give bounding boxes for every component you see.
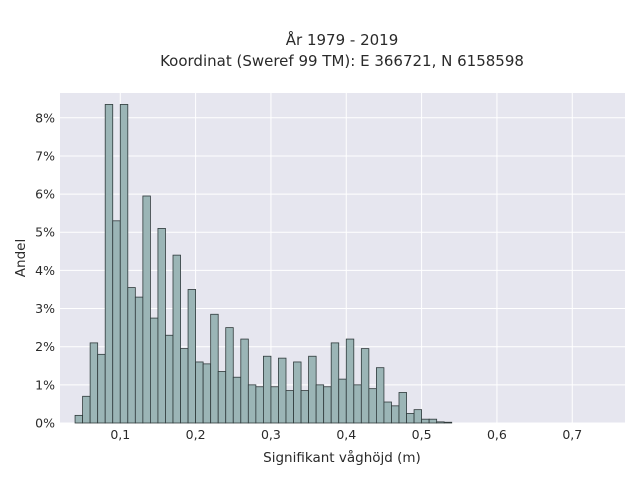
y-tick-label: 3% [35, 301, 55, 316]
y-tick-label: 2% [35, 339, 55, 354]
histogram-bar [134, 296, 144, 424]
histogram-bar [240, 338, 249, 424]
histogram-bar [255, 386, 264, 424]
histogram-bar [270, 386, 279, 424]
y-tick-label: 5% [35, 225, 55, 240]
histogram-bar [74, 414, 83, 424]
histogram-bar [157, 228, 166, 424]
histogram-bar [225, 327, 234, 424]
x-axis-ticks: 0,1 0,2 0,3 0,4 0,5 0,6 0,7 [110, 427, 582, 442]
histogram-bar [232, 376, 242, 424]
histogram-bar [293, 361, 302, 424]
y-tick-label: 4% [35, 263, 55, 278]
y-tick-label: 8% [35, 110, 55, 125]
histogram-bar [285, 390, 294, 424]
x-tick-label: 0,1 [110, 427, 130, 442]
x-tick-label: 0,3 [261, 427, 281, 442]
histogram-bars [74, 104, 453, 424]
histogram-bar [172, 254, 181, 424]
histogram-bar [383, 401, 392, 424]
y-tick-label: 1% [35, 377, 55, 392]
x-tick-label: 0,7 [562, 427, 582, 442]
histogram-bar [187, 289, 196, 424]
histogram-bar [308, 355, 317, 424]
histogram-bar [82, 395, 91, 424]
histogram-bar [262, 355, 272, 424]
histogram-bar [127, 287, 136, 424]
histogram-bar [413, 409, 423, 424]
histogram-bar [398, 392, 407, 424]
histogram-bar [391, 405, 400, 424]
histogram-bar [278, 357, 287, 424]
histogram-bar [195, 361, 204, 424]
histogram-bar [443, 421, 453, 424]
histogram-bar [149, 317, 159, 424]
histogram-bar [300, 390, 310, 424]
histogram-bar [142, 195, 151, 424]
histogram-bar [436, 421, 445, 424]
y-tick-label: 0% [35, 416, 55, 431]
y-axis-ticks: 0% 1% 2% 3% 4% 5% 6% 7% 8% [35, 110, 55, 430]
histogram-bar [353, 384, 362, 424]
histogram-bar [368, 388, 377, 424]
y-tick-label: 6% [35, 187, 55, 202]
histogram-bar [345, 338, 355, 424]
histogram-bar [428, 418, 438, 424]
histogram-bar [330, 342, 340, 424]
histogram-bar [89, 342, 99, 424]
histogram-bar [217, 371, 227, 424]
histogram-bar [119, 104, 129, 424]
y-tick-label: 7% [35, 148, 55, 163]
histogram-bar [360, 348, 370, 424]
histogram-bar [338, 378, 347, 424]
x-axis-title: Signifikant våghöjd (m) [263, 449, 421, 466]
histogram-bar [180, 348, 189, 424]
x-tick-label: 0,6 [487, 427, 507, 442]
histogram-bar [202, 363, 212, 424]
histogram-bar [97, 353, 106, 424]
histogram-bar [315, 384, 325, 424]
y-axis-title: Andel [13, 239, 29, 277]
x-tick-label: 0,5 [412, 427, 432, 442]
histogram-bar [406, 413, 415, 424]
histogram-bar [112, 220, 121, 424]
histogram-bar [104, 104, 114, 424]
x-tick-label: 0,2 [186, 427, 206, 442]
x-tick-label: 0,4 [336, 427, 356, 442]
histogram-bar [421, 418, 430, 424]
histogram-bar [165, 334, 174, 424]
histogram-bar [323, 386, 332, 424]
histogram-bar [210, 313, 219, 424]
histogram-bar [247, 384, 257, 424]
chart-title-line2: Koordinat (Sweref 99 TM): E 366721, N 61… [160, 52, 524, 70]
chart-title-line1: År 1979 - 2019 [286, 30, 399, 49]
histogram-bar [375, 367, 385, 424]
